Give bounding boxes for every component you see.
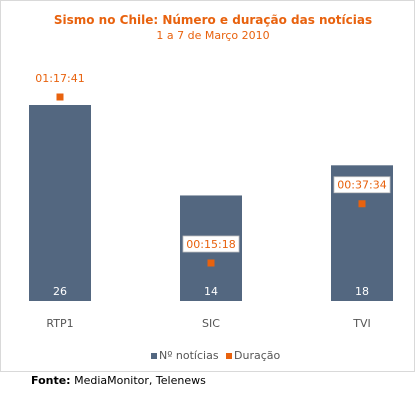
chart-frame: Sismo no Chile: Número e duração das not… <box>0 0 415 372</box>
source-text: MediaMonitor, Telenews <box>74 374 206 387</box>
bar-value-label: 26 <box>53 285 67 298</box>
legend-label: Duração <box>234 349 280 362</box>
duration-label: 00:15:18 <box>186 238 235 251</box>
category-label: TVI <box>352 317 371 330</box>
legend-swatch <box>226 353 232 359</box>
bar-value-label: 14 <box>204 285 218 298</box>
duration-label: 01:17:41 <box>35 72 84 85</box>
source-note: Fonte: MediaMonitor, Telenews <box>31 374 206 387</box>
legend-swatch <box>151 353 157 359</box>
legend-label: Nº notícias <box>159 349 219 362</box>
duration-label-box <box>333 176 391 194</box>
duration-marker <box>207 259 215 267</box>
duration-marker <box>56 93 64 101</box>
plot-area: 26 RTP1 01:17:41 14 SIC 00:15:18 18 TVI 00:37:34 <box>29 72 393 330</box>
source-label: Fonte: <box>31 374 71 387</box>
legend: Nº notícias Duração <box>151 349 280 362</box>
chart-svg: Sismo no Chile: Número e duração das not… <box>29 13 393 362</box>
duration-label: 00:37:34 <box>337 179 386 192</box>
bar-rtp1 <box>29 105 91 301</box>
chart-subtitle: 1 a 7 de Março 2010 <box>156 29 269 42</box>
category-label: RTP1 <box>46 317 73 330</box>
category-label: SIC <box>202 317 220 330</box>
duration-label-box <box>182 235 240 253</box>
bar-value-label: 18 <box>355 285 369 298</box>
duration-marker <box>358 200 366 208</box>
chart-title: Sismo no Chile: Número e duração das not… <box>54 13 372 27</box>
